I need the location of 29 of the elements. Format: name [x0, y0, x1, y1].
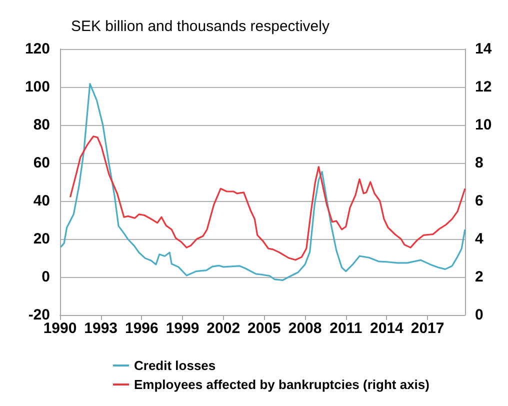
y-tick-label: 40	[33, 192, 50, 210]
chart-subtitle: SEK billion and thousands respectively	[71, 18, 330, 35]
x-tick-label: 2011	[330, 320, 362, 337]
y2-tick-label: 12	[475, 78, 492, 96]
y-tick-label: 100	[24, 78, 50, 96]
legend-label: Employees affected by bankruptcies (right axis)	[134, 377, 430, 392]
line-series	[60, 82, 466, 282]
y-tick-label: 80	[33, 116, 50, 134]
y-tick-label: 120	[24, 40, 50, 58]
x-tick-label: 1999	[166, 320, 200, 337]
x-tick-label: 2017	[410, 320, 444, 337]
y2-tick-label: 0	[475, 306, 484, 324]
line-series	[69, 136, 466, 261]
y-tick-label: 20	[33, 230, 50, 248]
x-tick-label: 1996	[124, 320, 158, 337]
x-tick-label: 2002	[206, 320, 240, 337]
x-tick-label: 2008	[288, 320, 322, 337]
legend-label: Credit losses	[134, 358, 216, 373]
x-tick-label: 2005	[248, 320, 281, 337]
y2-tick-label: 2	[475, 268, 484, 286]
x-tick-label: 2014	[370, 320, 404, 337]
x-tick-label: 1993	[84, 320, 118, 337]
y2-tick-label: 8	[475, 154, 484, 172]
y-tick-label: 60	[33, 154, 50, 172]
y2-tick-label: 14	[475, 40, 492, 58]
y2-tick-label: 10	[475, 116, 492, 134]
y-tick-label: 0	[42, 268, 50, 286]
y2-tick-label: 6	[475, 192, 484, 210]
y2-tick-label: 4	[475, 230, 484, 248]
